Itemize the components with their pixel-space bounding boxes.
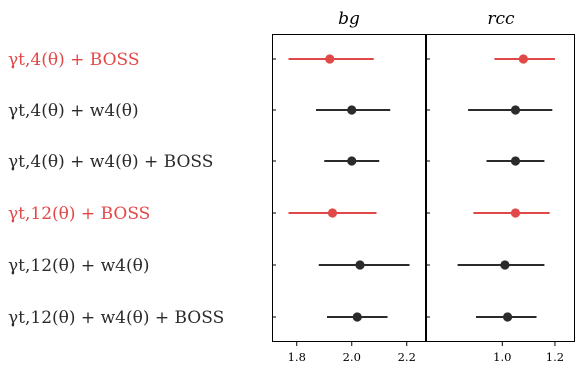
panel-title: bg (338, 9, 360, 29)
point-estimate (500, 260, 510, 270)
point-estimate (352, 312, 362, 322)
panel-frame (272, 34, 426, 342)
row-label: γt,4(θ) + BOSS (8, 50, 140, 70)
x-tick-label: 2.2 (398, 350, 416, 364)
row-label: γt,4(θ) + w4(θ) (8, 101, 139, 121)
x-tick-label: 1.2 (546, 350, 564, 364)
panel-title: rcc (487, 9, 515, 29)
panel-frame (426, 34, 575, 342)
point-estimate (510, 105, 521, 115)
row-label: γt,12(θ) + w4(θ) (8, 256, 149, 276)
x-tick-label: 1.0 (493, 350, 511, 364)
row-label: γt,12(θ) + BOSS (8, 204, 150, 224)
point-estimate (510, 208, 521, 218)
point-estimate (510, 156, 521, 166)
point-estimate (355, 260, 365, 270)
point-estimate (325, 54, 335, 64)
row-label: γt,12(θ) + w4(θ) + BOSS (8, 308, 224, 328)
point-estimate (347, 156, 357, 166)
point-estimate (327, 208, 338, 218)
point-estimate (347, 105, 357, 115)
panel-0: bg 1.8 2.0 2.2 (272, 9, 426, 364)
x-tick-label: 2.0 (343, 350, 361, 364)
row-label: γt,4(θ) + w4(θ) + BOSS (8, 152, 213, 172)
point-estimate (518, 54, 528, 64)
panel-1: rcc 1.0 1.2 (426, 9, 575, 364)
x-tick-label: 1.8 (288, 350, 306, 364)
point-estimate (502, 312, 513, 322)
